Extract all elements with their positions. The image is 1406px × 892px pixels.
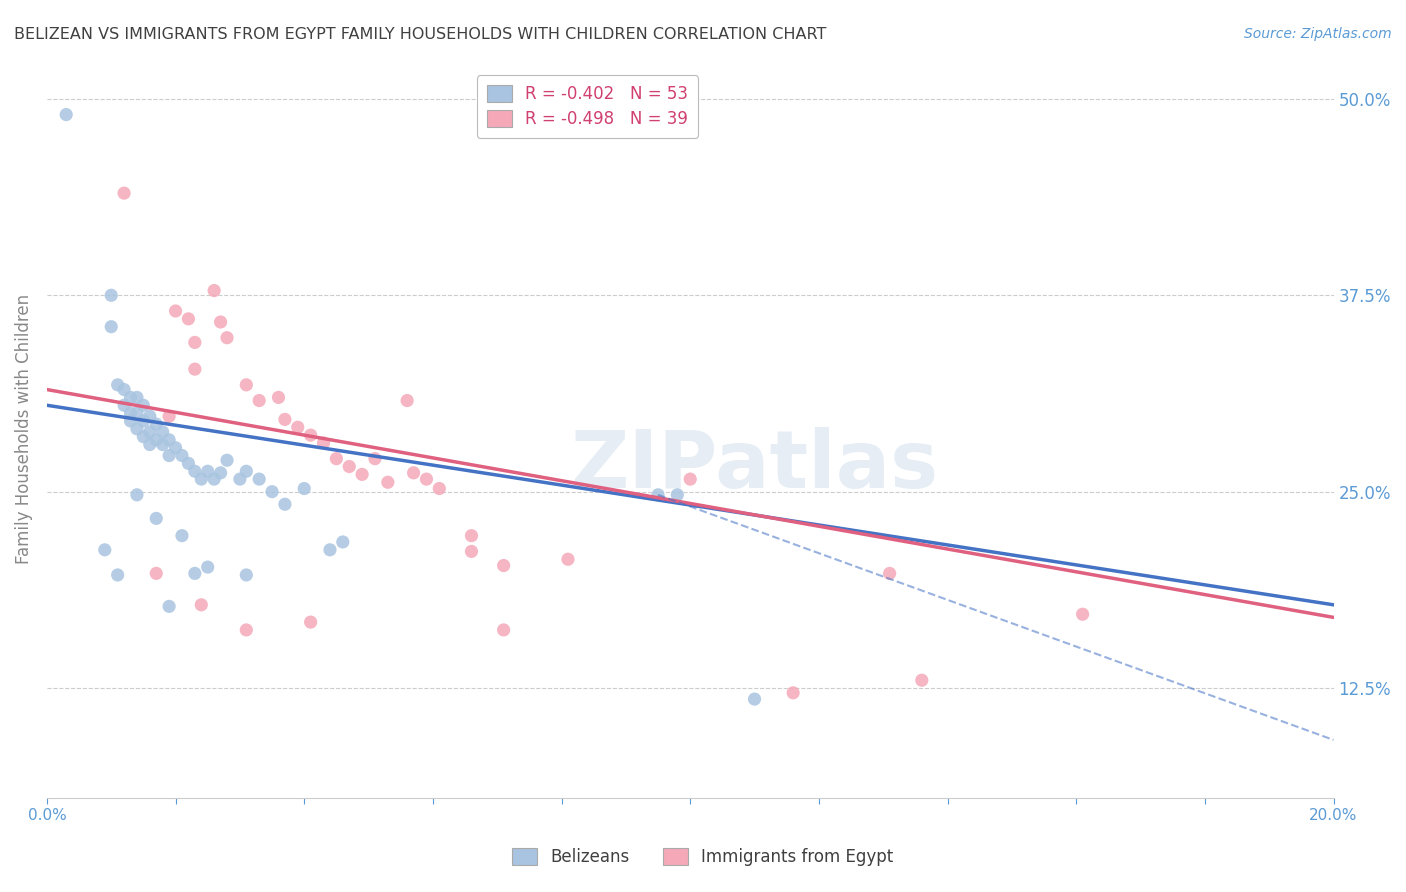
- Point: [364, 451, 387, 466]
- Point: [235, 568, 257, 582]
- Point: [235, 377, 257, 392]
- Point: [120, 406, 142, 420]
- Point: [145, 566, 167, 581]
- Point: [299, 615, 322, 629]
- Point: [235, 464, 257, 478]
- Point: [157, 409, 180, 424]
- Point: [190, 598, 212, 612]
- Point: [152, 437, 174, 451]
- Point: [332, 535, 354, 549]
- Point: [100, 288, 122, 302]
- Point: [267, 391, 290, 405]
- Point: [184, 464, 207, 478]
- Point: [120, 391, 142, 405]
- Point: [782, 686, 804, 700]
- Point: [55, 107, 77, 121]
- Point: [260, 484, 283, 499]
- Point: [157, 449, 180, 463]
- Point: [666, 488, 689, 502]
- Point: [107, 568, 129, 582]
- Point: [274, 412, 297, 426]
- Point: [170, 529, 193, 543]
- Point: [94, 542, 117, 557]
- Point: [337, 459, 360, 474]
- Point: [112, 383, 135, 397]
- Point: [911, 673, 934, 688]
- Point: [202, 472, 225, 486]
- Y-axis label: Family Households with Children: Family Households with Children: [15, 293, 32, 564]
- Point: [492, 623, 515, 637]
- Legend: R = -0.402   N = 53, R = -0.498   N = 39: R = -0.402 N = 53, R = -0.498 N = 39: [477, 75, 697, 138]
- Point: [145, 417, 167, 431]
- Point: [235, 623, 257, 637]
- Point: [112, 398, 135, 412]
- Point: [139, 425, 162, 439]
- Point: [157, 599, 180, 614]
- Point: [132, 398, 155, 412]
- Point: [274, 497, 297, 511]
- Point: [325, 451, 347, 466]
- Point: [319, 542, 342, 557]
- Point: [215, 453, 238, 467]
- Point: [190, 472, 212, 486]
- Point: [197, 464, 219, 478]
- Point: [1071, 607, 1094, 622]
- Point: [460, 544, 482, 558]
- Point: [170, 449, 193, 463]
- Point: [209, 315, 232, 329]
- Point: [427, 482, 450, 496]
- Point: [352, 467, 374, 482]
- Point: [125, 391, 148, 405]
- Point: [299, 428, 322, 442]
- Point: [402, 466, 425, 480]
- Point: [396, 393, 419, 408]
- Point: [557, 552, 579, 566]
- Point: [184, 566, 207, 581]
- Point: [132, 430, 155, 444]
- Point: [202, 284, 225, 298]
- Point: [247, 472, 270, 486]
- Point: [120, 414, 142, 428]
- Point: [145, 433, 167, 447]
- Point: [215, 331, 238, 345]
- Text: ZIPatlas: ZIPatlas: [571, 426, 939, 505]
- Point: [165, 441, 187, 455]
- Point: [177, 457, 200, 471]
- Point: [125, 406, 148, 420]
- Point: [415, 472, 437, 486]
- Point: [139, 409, 162, 424]
- Point: [132, 414, 155, 428]
- Point: [100, 319, 122, 334]
- Point: [112, 186, 135, 201]
- Point: [287, 420, 309, 434]
- Point: [165, 304, 187, 318]
- Point: [107, 377, 129, 392]
- Legend: Belizeans, Immigrants from Egypt: Belizeans, Immigrants from Egypt: [506, 841, 900, 873]
- Text: BELIZEAN VS IMMIGRANTS FROM EGYPT FAMILY HOUSEHOLDS WITH CHILDREN CORRELATION CH: BELIZEAN VS IMMIGRANTS FROM EGYPT FAMILY…: [14, 27, 827, 42]
- Point: [184, 335, 207, 350]
- Point: [292, 482, 315, 496]
- Point: [679, 472, 702, 486]
- Point: [247, 393, 270, 408]
- Point: [177, 311, 200, 326]
- Point: [377, 475, 399, 490]
- Point: [647, 488, 669, 502]
- Point: [145, 511, 167, 525]
- Point: [197, 560, 219, 574]
- Point: [139, 437, 162, 451]
- Point: [125, 488, 148, 502]
- Text: Source: ZipAtlas.com: Source: ZipAtlas.com: [1244, 27, 1392, 41]
- Point: [209, 466, 232, 480]
- Point: [229, 472, 252, 486]
- Point: [152, 425, 174, 439]
- Point: [744, 692, 766, 706]
- Point: [157, 433, 180, 447]
- Point: [125, 422, 148, 436]
- Point: [492, 558, 515, 573]
- Point: [460, 529, 482, 543]
- Point: [184, 362, 207, 376]
- Point: [879, 566, 901, 581]
- Point: [312, 436, 335, 450]
